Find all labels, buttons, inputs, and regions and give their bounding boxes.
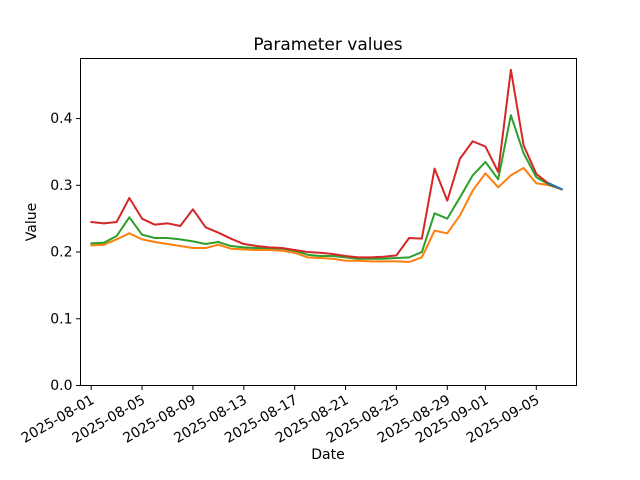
axis-tick-labels: 0.00.10.20.30.42025-08-012025-08-052025-…	[19, 111, 543, 447]
series-red-line	[90, 68, 563, 259]
plot-area	[80, 58, 577, 386]
y-tick-label: 0.1	[50, 311, 72, 327]
y-tick-label: 0.2	[50, 245, 72, 261]
series-blue-line	[548, 182, 563, 191]
y-tick-label: 0.0	[50, 378, 72, 394]
x-axis-label: Date	[311, 447, 344, 463]
series-orange-line	[90, 166, 563, 264]
y-tick-label: 0.3	[50, 178, 72, 194]
chart-title: Parameter values	[253, 35, 402, 55]
axis-ticks	[76, 118, 537, 390]
y-axis-label: Value	[24, 203, 40, 241]
series-lines	[90, 68, 563, 264]
series-green-line	[90, 114, 563, 260]
y-tick-label: 0.4	[50, 111, 72, 127]
